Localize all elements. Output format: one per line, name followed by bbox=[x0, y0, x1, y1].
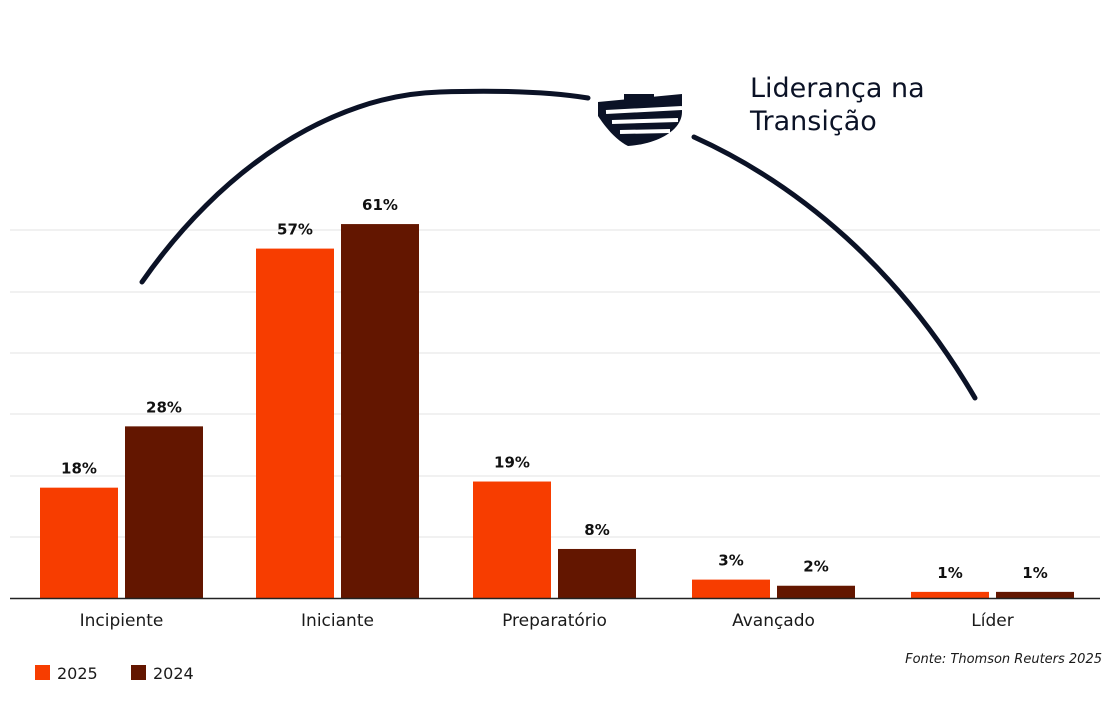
value-label-2024-iniciante: 61% bbox=[362, 196, 398, 214]
transition-arc bbox=[139, 88, 978, 401]
legend-label-2024: 2024 bbox=[153, 664, 194, 683]
value-label-2024-líder: 1% bbox=[1022, 564, 1047, 582]
shield-stripe bbox=[619, 129, 671, 134]
category-label-preparatório: Preparatório bbox=[502, 611, 607, 631]
bar-2024-líder bbox=[996, 591, 1074, 598]
legend-label-2025: 2025 bbox=[57, 664, 98, 683]
bar-2025-iniciante bbox=[256, 248, 334, 598]
bar-2024-incipiente bbox=[125, 426, 203, 598]
annotation-line-2: Transição bbox=[749, 106, 877, 137]
value-label-2024-preparatório: 8% bbox=[584, 521, 609, 539]
bar-2024-preparatório bbox=[558, 548, 636, 598]
legend-swatch-2025 bbox=[35, 665, 50, 680]
value-label-2025-incipiente: 18% bbox=[61, 460, 97, 478]
category-label-avançado: Avançado bbox=[732, 611, 815, 631]
annotation-line-1: Liderança na bbox=[750, 73, 925, 104]
bar-2025-avançado bbox=[692, 579, 770, 598]
category-label-incipiente: Incipiente bbox=[80, 611, 164, 631]
bar-2024-iniciante bbox=[341, 224, 419, 598]
value-label-2025-avançado: 3% bbox=[718, 552, 743, 570]
shield-tab bbox=[624, 94, 654, 104]
value-label-2024-incipiente: 28% bbox=[146, 398, 182, 416]
value-label-2025-preparatório: 19% bbox=[494, 454, 530, 472]
category-label-líder: Líder bbox=[971, 611, 1013, 631]
bars bbox=[40, 224, 1074, 598]
legend-swatch-2024 bbox=[131, 665, 146, 680]
source-note: Fonte: Thomson Reuters 2025 bbox=[905, 652, 1102, 667]
bar-2025-preparatório bbox=[473, 481, 551, 598]
bar-2025-líder bbox=[911, 591, 989, 598]
value-label-2025-líder: 1% bbox=[937, 564, 962, 582]
arc-right-segment bbox=[691, 134, 978, 401]
value-label-2025-iniciante: 57% bbox=[277, 221, 313, 239]
value-labels: 18% 28% 57% 61% 19% 8% 3% 2% 1% 1% bbox=[61, 196, 1048, 582]
category-label-iniciante: Iniciante bbox=[301, 611, 374, 631]
arc-left-segment bbox=[139, 88, 591, 285]
category-labels: Incipiente Iniciante Preparatório Avançado L… bbox=[80, 611, 1014, 631]
value-label-2024-avançado: 2% bbox=[803, 558, 828, 576]
shield-logo-icon bbox=[598, 94, 683, 146]
legend: 2025 2024 bbox=[35, 664, 194, 683]
bar-2025-incipiente bbox=[40, 487, 118, 598]
shield-stripe bbox=[611, 118, 679, 124]
shield-stripe bbox=[605, 106, 683, 114]
bar-2024-avançado bbox=[777, 585, 855, 598]
